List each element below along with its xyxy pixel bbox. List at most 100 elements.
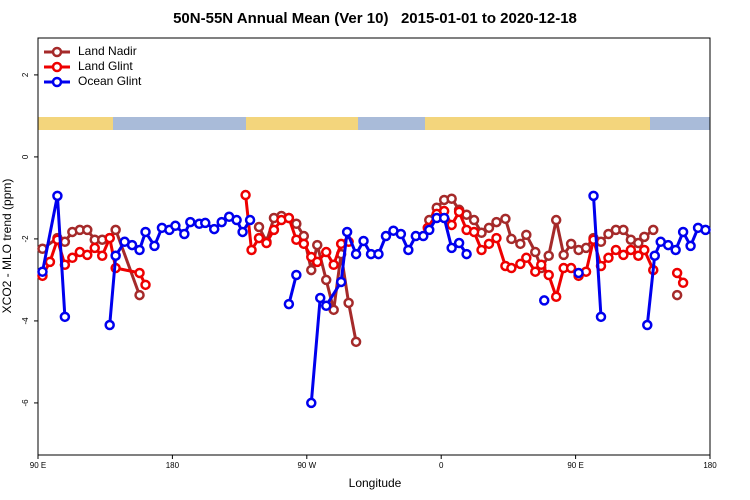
data-point xyxy=(639,244,650,256)
data-point xyxy=(403,244,414,256)
data-point xyxy=(662,239,674,251)
land-band xyxy=(38,117,113,130)
data-point xyxy=(320,274,332,286)
data-point xyxy=(216,216,227,228)
data-point xyxy=(358,235,369,247)
data-point xyxy=(253,232,265,244)
data-point xyxy=(185,216,196,228)
data-point xyxy=(283,298,295,310)
x-tick-label: 0 xyxy=(439,461,444,470)
data-point xyxy=(306,397,317,409)
data-point xyxy=(37,266,48,277)
data-point xyxy=(291,269,302,281)
data-point xyxy=(491,216,502,228)
data-point xyxy=(110,224,121,236)
data-point xyxy=(446,219,457,231)
data-point xyxy=(700,224,711,236)
data-point xyxy=(453,237,465,249)
data-point xyxy=(179,228,190,240)
data-point xyxy=(328,304,339,316)
data-point xyxy=(483,238,495,250)
data-point xyxy=(685,240,696,252)
data-point xyxy=(543,269,554,281)
legend-label: Land Glint xyxy=(78,59,133,73)
data-point xyxy=(543,250,554,261)
data-point xyxy=(283,212,295,224)
data-point xyxy=(373,248,384,260)
data-point xyxy=(350,248,362,260)
x-tick-label: 180 xyxy=(166,461,180,470)
data-point xyxy=(565,238,577,250)
data-point xyxy=(618,224,629,236)
data-point xyxy=(96,250,108,261)
y-axis-label: XCO2 - MLO trend (ppm) xyxy=(0,179,14,314)
data-point xyxy=(530,246,541,258)
data-point xyxy=(521,229,532,241)
land-band xyxy=(425,117,650,130)
data-point xyxy=(625,244,637,256)
data-point xyxy=(671,289,683,301)
data-point xyxy=(298,238,310,250)
data-point xyxy=(208,223,220,235)
data-point xyxy=(642,319,653,331)
data-point xyxy=(649,250,660,261)
data-point xyxy=(253,221,265,233)
data-point xyxy=(320,246,332,258)
data-point xyxy=(244,214,256,226)
y-tick-label: -4 xyxy=(21,317,30,325)
data-point xyxy=(343,297,354,309)
data-point xyxy=(67,252,78,264)
data-point xyxy=(530,266,541,277)
x-axis-label: Longitude xyxy=(349,476,402,490)
data-point xyxy=(380,230,392,242)
data-point xyxy=(134,289,145,301)
legend-label: Land Nadir xyxy=(78,44,137,58)
y-tick-label: -6 xyxy=(21,399,30,407)
data-point xyxy=(328,259,339,270)
data-point xyxy=(291,234,302,245)
data-point xyxy=(149,240,160,252)
data-point xyxy=(538,295,550,306)
data-point xyxy=(110,250,121,261)
y-tick-label: 0 xyxy=(21,154,30,159)
data-point xyxy=(536,259,547,270)
data-point xyxy=(677,277,689,289)
data-point xyxy=(424,224,435,236)
data-point xyxy=(500,213,511,225)
data-point xyxy=(521,252,532,264)
data-point xyxy=(312,256,323,268)
data-point xyxy=(312,239,323,251)
data-point xyxy=(603,252,614,264)
land-band xyxy=(246,117,358,130)
x-tick-label: 180 xyxy=(703,461,717,470)
data-point xyxy=(515,238,526,250)
data-point xyxy=(677,226,689,238)
data-point xyxy=(491,232,502,244)
data-point xyxy=(231,214,242,226)
x-tick-label: 90 E xyxy=(30,461,46,470)
data-point xyxy=(468,214,480,226)
data-point xyxy=(261,237,272,249)
data-point xyxy=(476,244,487,256)
data-point xyxy=(140,226,151,238)
data-point xyxy=(104,232,115,244)
x-tick-label: 90 E xyxy=(567,461,583,470)
legend-label: Ocean Glint xyxy=(78,74,142,88)
data-point xyxy=(558,249,569,261)
legend-marker xyxy=(51,76,63,88)
data-point xyxy=(200,217,211,229)
data-point xyxy=(446,193,457,204)
data-point xyxy=(633,250,644,261)
data-point xyxy=(320,300,332,311)
data-point xyxy=(306,264,317,276)
data-point xyxy=(170,220,181,232)
data-point xyxy=(104,319,115,331)
legend-marker xyxy=(51,46,63,58)
data-point xyxy=(314,292,326,304)
land-mask-strip xyxy=(38,117,710,130)
data-point xyxy=(573,267,584,279)
data-point xyxy=(671,267,683,279)
y-tick-label: 2 xyxy=(21,72,30,77)
data-point xyxy=(618,249,629,261)
